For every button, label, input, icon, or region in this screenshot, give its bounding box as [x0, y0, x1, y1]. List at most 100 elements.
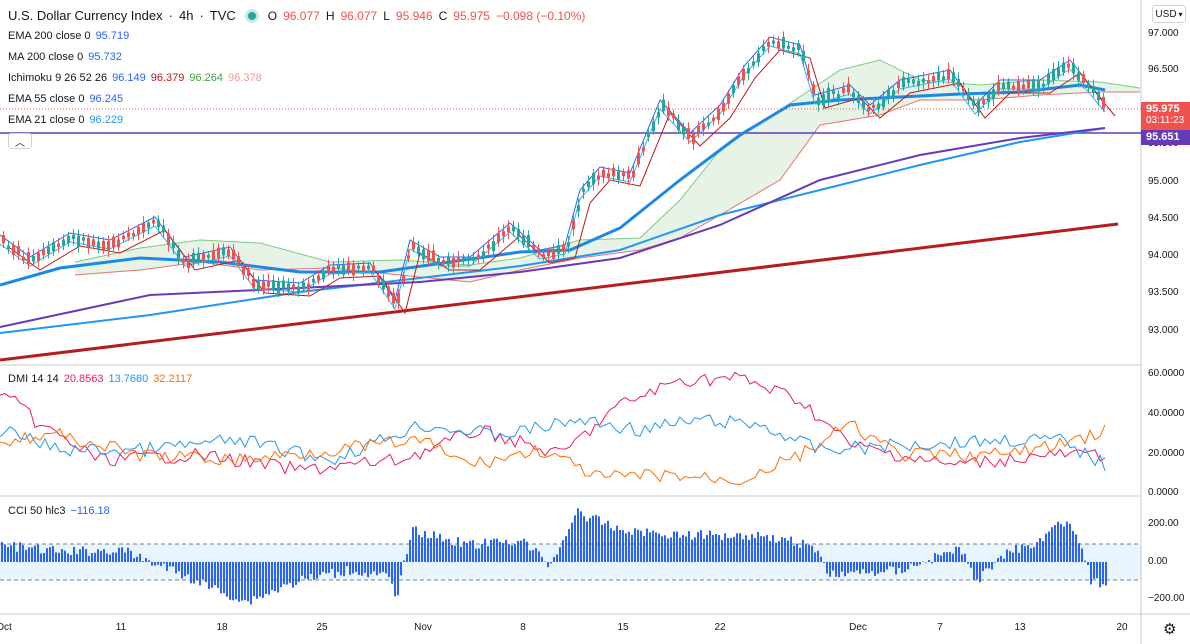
cci-bar: [1084, 560, 1086, 562]
cci-bar: [229, 562, 231, 600]
legend-ma200[interactable]: MA 200 close 0 95.732: [8, 51, 122, 63]
cci-bar: [103, 549, 105, 562]
cci-bar: [382, 562, 384, 572]
cci-bar: [811, 545, 813, 562]
cci-bar: [640, 530, 642, 562]
cci-bar: [346, 562, 348, 567]
cci-bar: [142, 561, 144, 562]
cci-bar: [1102, 562, 1104, 585]
cci-bar: [7, 546, 9, 562]
cci-bar: [1015, 544, 1017, 562]
dmi-plus-value: 20.8563: [63, 373, 104, 385]
cci-axis-label: −200.00: [1148, 593, 1185, 604]
cci-bar: [934, 553, 936, 562]
cci-bar: [400, 562, 402, 576]
candle-body: [117, 239, 120, 248]
cci-bar: [577, 508, 579, 562]
candle-body: [992, 89, 995, 100]
candle-body: [832, 90, 835, 95]
cci-bar: [16, 551, 18, 562]
cci-bar: [418, 535, 420, 562]
cci-bar: [964, 553, 966, 562]
indicator-label: EMA 21 close 0: [8, 114, 85, 126]
cci-bar: [751, 534, 753, 562]
cci-bar: [406, 554, 408, 562]
cci-bar: [40, 553, 42, 562]
candle-body: [502, 231, 505, 237]
cci-bar: [991, 562, 993, 570]
low-label: L: [383, 8, 390, 23]
cci-bar: [982, 562, 984, 572]
cci-bar: [325, 562, 327, 574]
cci-bar: [256, 562, 258, 599]
cci-bar: [133, 558, 135, 562]
candle-body: [517, 229, 520, 238]
candle-body: [297, 286, 300, 294]
cci-bar: [235, 562, 237, 600]
candle-body: [487, 244, 490, 249]
cci-bar: [208, 562, 210, 589]
cci-bar: [457, 537, 459, 562]
candle-body: [382, 280, 385, 290]
cci-bar: [1090, 562, 1092, 585]
cci-bar: [445, 539, 447, 562]
candle-body: [927, 80, 930, 84]
candle-body: [142, 222, 145, 233]
cci-bar: [643, 536, 645, 562]
gear-icon[interactable]: ⚙: [1163, 621, 1177, 638]
high-label: H: [325, 8, 335, 23]
cci-bar: [13, 542, 15, 562]
cci-bar: [139, 553, 141, 562]
candle-body: [572, 220, 575, 230]
cci-bar: [919, 562, 921, 565]
dmi-pane[interactable]: [0, 371, 1106, 486]
close-value: 95.975: [453, 8, 490, 23]
candle-body: [392, 292, 395, 304]
cci-bar: [925, 562, 927, 563]
legend-dmi[interactable]: DMI 14 14 20.8563 13.7680 32.2117: [8, 373, 192, 385]
cci-bar: [727, 537, 729, 562]
legend-cci[interactable]: CCI 50 hlc3 −116.18: [8, 505, 110, 517]
cci-bar: [625, 533, 627, 562]
candle-body: [402, 275, 405, 283]
candle-body: [92, 239, 95, 246]
candle-body: [87, 237, 90, 247]
indicator-label: Ichimoku 9 26 52 26: [8, 72, 108, 84]
legend-ichimoku[interactable]: Ichimoku 9 26 52 26 96.149 96.379 96.264…: [8, 72, 262, 84]
cci-bar: [670, 537, 672, 562]
cci-pane[interactable]: [0, 508, 1141, 605]
indicator-value: 96.379: [150, 72, 185, 84]
candle-body: [102, 240, 105, 252]
candle-body: [202, 253, 205, 261]
collapse-legend-button[interactable]: ︿: [8, 133, 32, 149]
cci-bar: [556, 554, 558, 562]
cci-bar: [658, 533, 660, 562]
cci-bar: [154, 562, 156, 566]
cci-bar: [130, 550, 132, 562]
candle-body: [1032, 79, 1035, 91]
bar-countdown: 03:11:23: [1146, 115, 1185, 126]
candle-body: [1047, 73, 1050, 85]
cci-bar: [664, 535, 666, 562]
cci-bar: [373, 562, 375, 572]
cci-bar: [481, 544, 483, 562]
currency-button[interactable]: USD ▾: [1152, 5, 1186, 23]
legend-ema21[interactable]: EMA 21 close 0 96.229: [8, 114, 123, 126]
dmi-axis-label: 60.0000: [1148, 368, 1185, 379]
cci-bar: [232, 562, 234, 601]
price-pane[interactable]: [0, 31, 1141, 362]
legend-ema55[interactable]: EMA 55 close 0 96.245: [8, 93, 123, 105]
legend-ema200[interactable]: EMA 200 close 0 95.719: [8, 30, 129, 42]
cci-bar: [157, 562, 159, 565]
cci-bar: [880, 562, 882, 572]
cci-bar: [895, 562, 897, 575]
cci-bar: [661, 536, 663, 562]
cci-bar: [970, 562, 972, 568]
cci-bar: [784, 538, 786, 562]
cci-bar: [241, 562, 243, 601]
cci-bar: [430, 538, 432, 562]
cci-bar: [265, 562, 267, 594]
candle-body: [627, 170, 630, 179]
